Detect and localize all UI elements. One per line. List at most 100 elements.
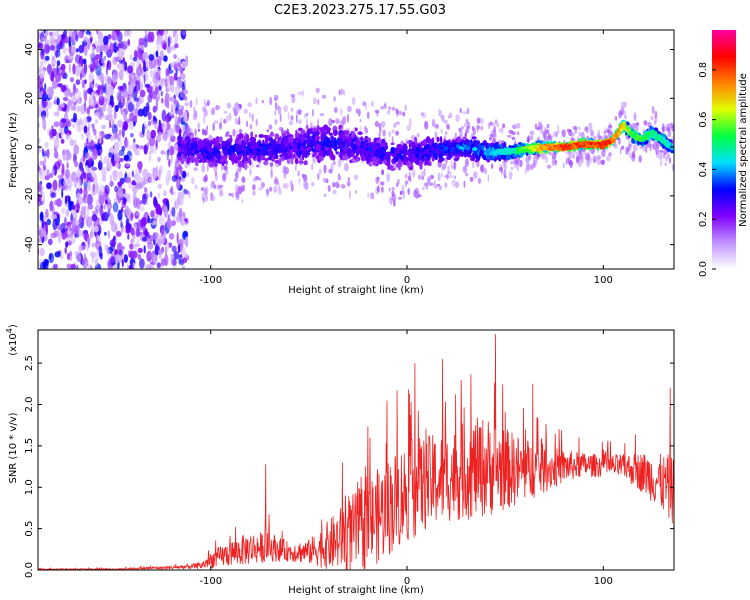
- spectrogram-cell: [194, 128, 198, 136]
- spectrogram-cell: [434, 131, 438, 139]
- spectrogram-cell: [166, 45, 172, 54]
- spectrogram-cell: [414, 152, 420, 158]
- spectrogram-cell: [510, 160, 514, 165]
- spectrogram-cell: [624, 101, 627, 108]
- spectrogram-cell: [219, 184, 223, 188]
- spectrogram-cell: [184, 136, 191, 141]
- spectrogram-cell: [57, 83, 63, 88]
- spectrogram-cell: [110, 221, 117, 233]
- spectrogram-cell: [378, 122, 382, 129]
- spectrogram-cell: [387, 166, 390, 170]
- spectrogram-cell: [117, 209, 123, 221]
- spectrogram-cell: [416, 133, 420, 138]
- spectrogram-cell: [390, 167, 396, 171]
- spectrogram-cell: [355, 108, 359, 114]
- spectrogram-cell: [331, 119, 335, 124]
- spectrogram-cell: [60, 85, 67, 93]
- spectrogram-cell: [491, 129, 496, 139]
- spectrogram-cell: [245, 150, 249, 155]
- spectrogram-cell: [83, 186, 88, 198]
- spectrogram-cell: [194, 184, 198, 190]
- spectrogram-cell: [82, 172, 87, 180]
- spectrogram-cell: [360, 153, 364, 160]
- spectrogram-cell: [472, 147, 478, 152]
- spectrogram-cell: [218, 136, 223, 143]
- spectrogram-cell: [401, 184, 404, 194]
- spectrogram-cell: [215, 174, 218, 182]
- spectrogram-cell: [422, 186, 425, 191]
- spectrogram-cell: [121, 40, 128, 51]
- spectrogram-cell: [47, 63, 53, 76]
- spectrogram-cell: [107, 76, 112, 85]
- spectrogram-cell: [252, 184, 256, 191]
- spectrogram-cell: [76, 48, 79, 53]
- spectrogram-cell: [91, 45, 95, 56]
- spectrogram-cell: [395, 130, 399, 136]
- spectrogram-cell: [258, 134, 264, 138]
- spectrogram-cell: [325, 178, 329, 184]
- spectrogram-cell: [157, 192, 161, 199]
- spectrogram-cell: [107, 229, 111, 239]
- spectrogram-cell: [39, 60, 44, 69]
- spectrogram-cell: [132, 192, 137, 202]
- spectrogram-cell: [97, 31, 104, 43]
- spectrogram-cell: [219, 158, 225, 163]
- spectrogram-cell: [192, 113, 198, 121]
- spectrogram-cell: [177, 169, 180, 176]
- spectrogram-cell: [343, 89, 346, 96]
- spectrogram-cell: [437, 172, 441, 182]
- spectrogram-cell: [220, 117, 222, 122]
- spectrogram-cell: [359, 125, 362, 131]
- spectrogram-cell: [474, 159, 478, 163]
- spectrogram-cell: [108, 152, 113, 158]
- spectrogram-cell: [76, 192, 82, 201]
- spectrogram-cell: [620, 145, 625, 150]
- spectrogram-cell: [95, 135, 98, 140]
- spectrogram-cell: [395, 121, 400, 125]
- spectrogram-cell: [139, 258, 145, 269]
- spectrogram-cell: [69, 137, 74, 147]
- spectrogram-cell: [474, 142, 478, 147]
- spectrogram-cell: [135, 101, 140, 109]
- spectrogram-cell: [455, 138, 458, 142]
- spectrogram-cell: [42, 117, 47, 130]
- spectrogram-cell: [142, 123, 145, 136]
- spectrogram-cell: [345, 154, 348, 161]
- spectrogram-cell: [409, 175, 412, 183]
- spectrogram-cell: [127, 233, 130, 240]
- spectrogram-cell: [251, 161, 254, 169]
- spectrogram-cell: [206, 147, 210, 152]
- spectrogram-cell: [354, 174, 359, 180]
- spectrogram-cell: [38, 137, 41, 144]
- spectrogram-cell: [137, 247, 143, 254]
- spectrogram-cell: [546, 123, 550, 129]
- spectrogram-cell: [135, 227, 140, 238]
- spectrogram-cell: [58, 128, 62, 134]
- spectrogram-cell: [177, 57, 181, 64]
- spectrogram-cell: [220, 155, 224, 158]
- spectrogram-cell: [569, 159, 573, 169]
- spectrogram-cell: [41, 148, 45, 155]
- spectrogram-cell: [107, 61, 110, 67]
- spectrogram-cell: [464, 122, 467, 128]
- spectrogram-cell: [112, 170, 118, 182]
- spectrogram-cell: [179, 73, 186, 80]
- spectrogram-cell: [65, 132, 71, 140]
- spectrogram-cell: [46, 182, 52, 190]
- spectrogram-cell: [203, 129, 208, 136]
- spectrogram-cell: [109, 42, 114, 55]
- spectrogram-cell: [150, 129, 156, 139]
- spectrogram-cell: [212, 137, 216, 145]
- spectrogram-cell: [54, 251, 61, 258]
- spectrogram-cell: [237, 186, 243, 195]
- spectrogram-cell: [206, 142, 212, 148]
- spectrogram-cell: [245, 158, 249, 162]
- spectrogram-cell: [450, 160, 453, 167]
- spectrogram-cell: [202, 159, 205, 164]
- spectrogram-cell: [114, 144, 120, 152]
- spectrogram-cell: [181, 30, 187, 36]
- spectrogram-cell: [397, 178, 400, 185]
- spectrogram-cell: [197, 155, 200, 158]
- spectrogram-cell: [479, 117, 484, 125]
- spectrogram-cell: [76, 252, 82, 263]
